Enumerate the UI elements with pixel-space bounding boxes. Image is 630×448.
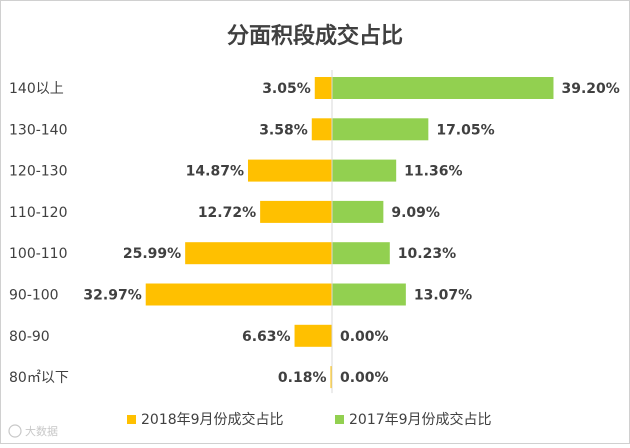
category-label: 140以上 — [9, 81, 64, 97]
bar-2018-4 — [185, 242, 332, 265]
category-label: 130-140 — [9, 122, 68, 138]
data-label-2018-5: 32.97% — [83, 288, 141, 304]
bar-2018-5 — [145, 283, 332, 306]
legend-label-1: 2017年9月份成交占比 — [349, 411, 492, 428]
data-label-2017-6: 0.00% — [340, 329, 389, 345]
data-label-2017-1: 17.05% — [436, 122, 494, 138]
bar-2018-7 — [330, 366, 332, 389]
bar-2017-5 — [332, 283, 406, 306]
data-label-2017-4: 10.23% — [398, 246, 456, 262]
bar-2017-2 — [332, 159, 397, 182]
legend: 2018年9月份成交占比 2017年9月份成交占比 — [127, 411, 492, 428]
category-label: 80㎡以下 — [9, 370, 69, 386]
bar-2017-4 — [332, 242, 390, 265]
bar-2018-6 — [294, 324, 332, 347]
chart-title: 分面积段成交占比 — [227, 23, 403, 49]
data-label-2018-1: 3.58% — [259, 122, 308, 138]
data-label-2018-4: 25.99% — [123, 246, 181, 262]
data-label-2017-0: 39.20% — [561, 81, 619, 97]
bar-2018-3 — [260, 200, 332, 223]
bar-2017-3 — [332, 200, 384, 223]
watermark-text: 大数据 — [25, 424, 58, 438]
data-label-2018-3: 12.72% — [198, 205, 256, 221]
data-label-2018-0: 3.05% — [262, 81, 311, 97]
legend-label-0: 2018年9月份成交占比 — [141, 411, 284, 428]
legend-swatch-1 — [335, 415, 344, 424]
category-label: 120-130 — [9, 164, 68, 180]
category-label: 110-120 — [9, 205, 68, 221]
bar-2018-2 — [247, 159, 332, 182]
data-label-2018-2: 14.87% — [186, 164, 244, 180]
data-label-2017-2: 11.36% — [404, 164, 462, 180]
bar-2017-1 — [332, 118, 429, 141]
bar-2018-1 — [311, 118, 332, 141]
bars-group: 140以上 3.05% 39.20% 130-140 3.58% 17.05% 120-13… — [9, 77, 620, 389]
category-label: 100-110 — [9, 246, 68, 262]
watermark-icon — [8, 424, 22, 438]
legend-swatch-0 — [127, 415, 136, 424]
bar-2018-0 — [314, 77, 332, 99]
data-label-2017-7: 0.00% — [340, 370, 389, 386]
data-label-2017-5: 13.07% — [414, 288, 472, 304]
category-label: 80-90 — [9, 329, 50, 345]
data-label-2018-6: 6.63% — [242, 329, 291, 345]
data-label-2017-3: 9.09% — [391, 205, 440, 221]
bar-2017-0 — [332, 77, 554, 99]
category-label: 90-100 — [9, 288, 59, 304]
data-label-2018-7: 0.18% — [278, 370, 327, 386]
watermark: 大数据 — [8, 424, 58, 438]
